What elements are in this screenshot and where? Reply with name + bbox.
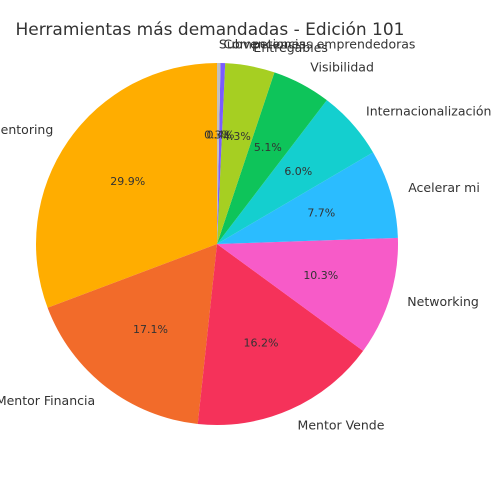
- percent-label: 0.4%: [207, 128, 235, 141]
- slice-label: Internacionalización: [366, 103, 491, 118]
- pie-slice: [217, 152, 398, 244]
- percent-label: 0.3%: [204, 128, 232, 141]
- slice-label: Acelerar mi: [408, 180, 480, 195]
- chart-title: Herramientas más demandadas - Edición 10…: [15, 20, 404, 40]
- slice-label: Mentor Financia: [0, 393, 95, 408]
- pie-slice: [217, 63, 221, 244]
- percent-label: 17.1%: [133, 323, 168, 336]
- slice-label: Visibilidad: [310, 60, 374, 75]
- slice-label: Entregables: [253, 40, 327, 55]
- percent-label: 16.2%: [243, 336, 278, 349]
- slice-label: Networking: [407, 294, 479, 309]
- percent-label: 4.3%: [223, 130, 251, 143]
- pie-slice: [35, 63, 217, 308]
- pie-slice: [217, 63, 275, 244]
- slice-label: Subvenciones: [219, 36, 306, 51]
- pie-slice: [217, 237, 398, 351]
- slice-label: Competencias emprendedoras: [223, 37, 415, 52]
- slice-label: Mentoring: [0, 122, 53, 137]
- pie-slice: [197, 244, 364, 426]
- percent-label: 10.3%: [303, 269, 338, 282]
- pie-slice: [217, 63, 226, 244]
- pie-slice: [217, 72, 327, 244]
- pie-slice: [217, 100, 374, 244]
- slice-label: Mentor Vende: [298, 418, 385, 433]
- percent-label: 5.1%: [254, 141, 282, 154]
- percent-label: 6.0%: [284, 165, 312, 178]
- pie-slice: [47, 244, 217, 424]
- percent-label: 7.7%: [307, 207, 335, 220]
- percent-label: 29.9%: [110, 175, 145, 188]
